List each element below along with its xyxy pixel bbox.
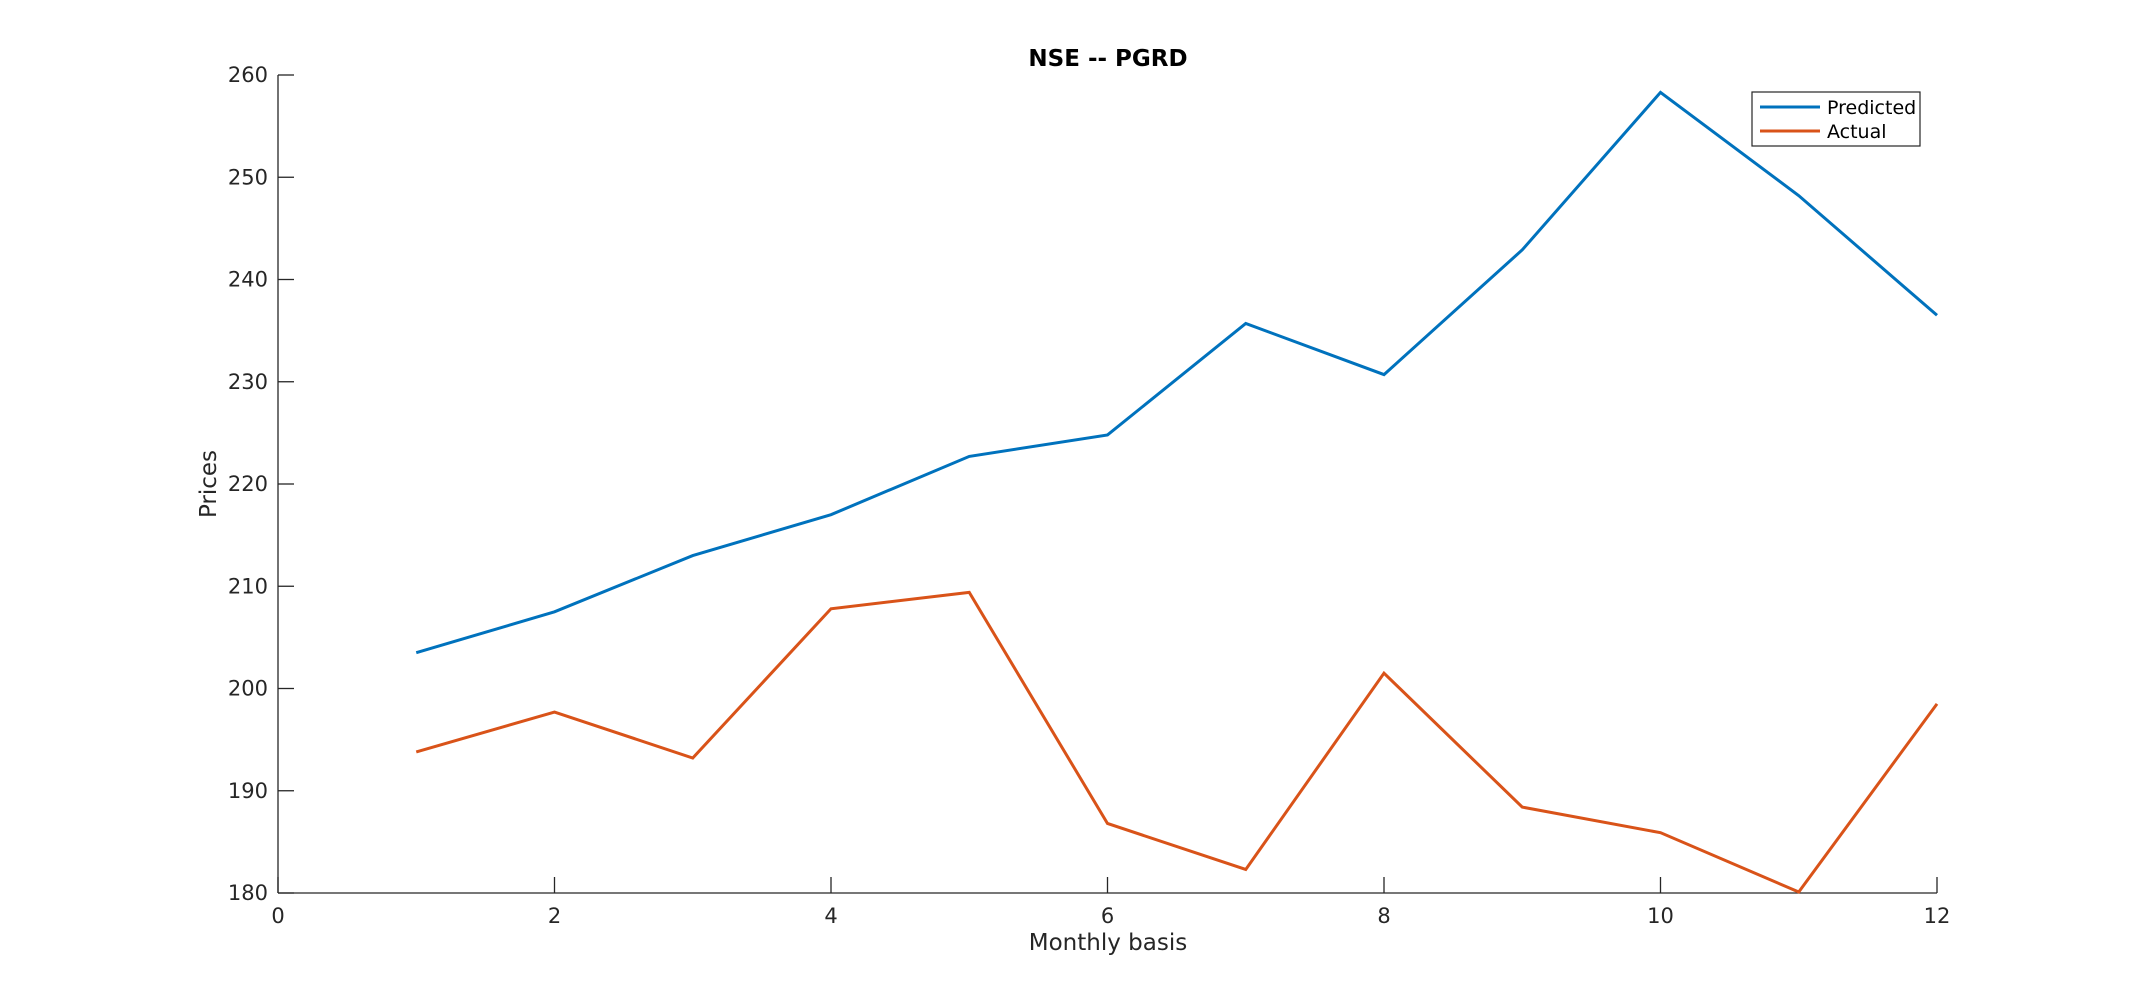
x-tick-label: 6 — [1101, 904, 1114, 928]
x-tick-label: 8 — [1377, 904, 1390, 928]
x-tick-label: 0 — [271, 904, 284, 928]
series-line-predicted — [415, 90, 1938, 655]
x-tick-label: 4 — [824, 904, 837, 928]
x-tick-label: 12 — [1924, 904, 1951, 928]
y-axis-title: Prices — [196, 450, 222, 518]
y-tick-label: 190 — [228, 779, 268, 803]
y-tick-label: 210 — [228, 574, 268, 598]
legend-box — [1751, 91, 1921, 147]
chart-title: NSE -- PGRD — [1028, 46, 1187, 72]
x-axis-title: Monthly basis — [1029, 930, 1187, 956]
legend-label-actual: Actual — [1827, 121, 1887, 143]
y-tick-label: 230 — [228, 370, 268, 394]
x-tick-label: 2 — [548, 904, 561, 928]
series-layer — [415, 90, 1939, 894]
axes: 0 2 4 6 8 10 12 180 190 200 210 220 230 240 250 260 — [228, 63, 1950, 928]
y-tick-label: 200 — [228, 677, 268, 701]
series-line-actual — [415, 590, 1939, 894]
y-tick-label: 240 — [228, 268, 268, 292]
y-tick-label: 180 — [228, 881, 268, 905]
y-tick-label: 250 — [228, 165, 268, 189]
x-tick-label: 10 — [1647, 904, 1674, 928]
y-tick-label: 220 — [228, 472, 268, 496]
legend-label-predicted: Predicted — [1827, 97, 1916, 119]
y-tick-label: 260 — [228, 63, 268, 87]
